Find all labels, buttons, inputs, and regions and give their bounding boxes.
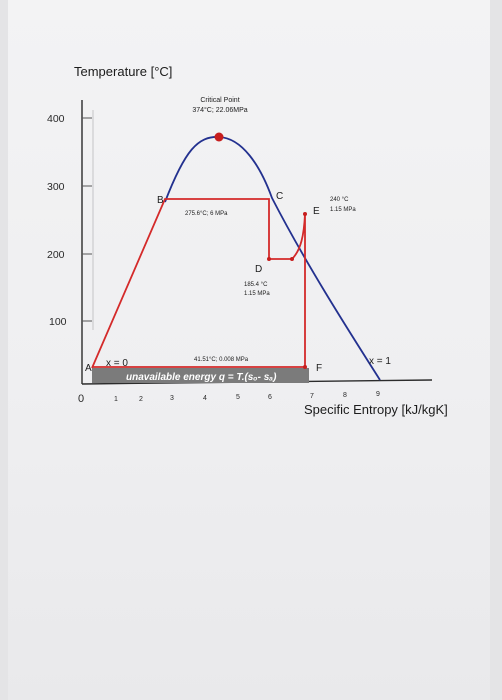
critical-point-label: Critical Point [200,97,239,104]
bc-state-label: 275.6°C; 6 MPa [185,211,228,217]
quality-x0-label: x = 0 [106,358,128,369]
y-ticks: 400 300 200 100 [47,113,92,328]
x-tick-8: 8 [343,392,347,399]
x-tick-7: 7 [310,393,314,400]
y-tick-300: 300 [47,181,65,193]
point-e-label: E [313,206,320,217]
x-axis-label: Specific Entropy [kJ/kgK] [304,402,448,417]
point-b-label: B [157,195,164,206]
y-tick-100: 100 [49,316,67,328]
d-pressure-label: 1.15 MPa [244,291,270,297]
x-tick-3: 3 [170,395,174,402]
critical-point-marker [214,132,224,142]
d-temp-label: 185.4 °C [244,282,268,288]
af-state-label: 41.51°C; 0.008 MPa [194,357,249,363]
point-a-label: A [85,363,92,374]
critical-point-value: 374°C; 22.06MPa [192,106,247,114]
unavailable-energy-label: unavailable energy q = T.(sₒ- sₐ) [126,372,277,383]
cycle-path-def [92,213,306,368]
x-tick-1: 1 [114,396,118,403]
point-c-label: C [276,191,283,202]
point-d-marker [267,257,271,261]
point-f-label: F [316,363,322,374]
x-tick-6: 6 [268,394,272,401]
point-d-label: D [255,264,262,275]
x-tick-0: 0 [78,393,84,405]
x-ticks: 0 1 2 3 4 5 6 7 8 9 [78,391,380,405]
x-tick-2: 2 [139,396,143,403]
e-pressure-label: 1.15 MPa [330,207,356,213]
point-e-marker [303,212,307,216]
y-tick-400: 400 [47,113,65,125]
y-tick-200: 200 [47,249,65,261]
saturation-dome [164,136,381,381]
x-tick-5: 5 [236,394,240,401]
paper-sheet [8,0,490,700]
cycle-path-abcd [91,198,292,369]
x-tick-9: 9 [376,391,380,398]
unavailable-energy-band [92,368,309,383]
quality-x1-label: x = 1 [369,356,391,367]
e-temp-label: 240 °C [330,197,349,203]
point-d2-marker [290,257,294,261]
x-tick-4: 4 [203,395,207,402]
y-axis-label: Temperature [°C] [74,64,172,79]
point-f-marker [303,365,307,369]
